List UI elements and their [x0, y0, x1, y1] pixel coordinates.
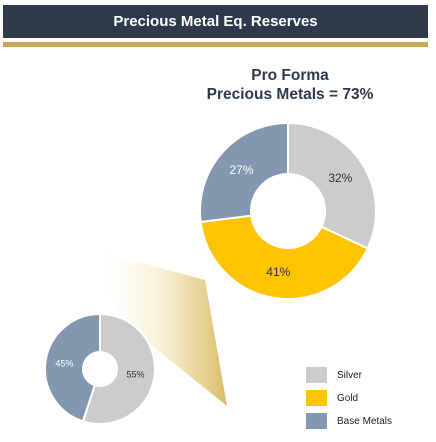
legend-label-base-metals: Base Metals: [337, 415, 393, 427]
gold-divider: [3, 42, 428, 47]
breakdown-donut: 55% 45%: [44, 312, 156, 425]
pro-forma-donut: 32% 41% 27%: [199, 121, 377, 300]
slice-gold: [199, 214, 369, 300]
legend-label-silver: Silver: [337, 369, 363, 381]
slice-base-metals: [44, 312, 101, 423]
value-label-base-metals: 45%: [55, 358, 73, 368]
value-label-silver: 32%: [328, 171, 352, 185]
chart-subtitle: Precious Metals = 73%: [206, 86, 374, 103]
legend-swatch-base-metals: [306, 413, 327, 429]
slice-base-metals: [199, 121, 289, 224]
legend-item-base-metals: Base Metals: [306, 412, 392, 430]
legend-item-gold: Gold: [306, 389, 392, 407]
chart-title: Pro Forma: [251, 67, 329, 84]
callout-wedge: [95, 250, 227, 406]
value-label-base-metals: 27%: [229, 163, 253, 177]
legend: Silver Gold Base Metals: [306, 366, 392, 435]
chart-title-block: Pro Forma Precious Metals = 73%: [185, 66, 395, 104]
legend-swatch-gold: [306, 390, 327, 406]
value-label-silver: 55%: [127, 370, 145, 380]
legend-label-gold: Gold: [337, 392, 359, 404]
value-label-gold: 41%: [266, 265, 290, 279]
legend-swatch-silver: [306, 367, 327, 383]
header-title: Precious Metal Eq. Reserves: [113, 13, 318, 30]
slice-silver: [81, 312, 156, 425]
slice-silver: [287, 121, 377, 250]
header-bar: Precious Metal Eq. Reserves: [3, 5, 428, 38]
legend-item-silver: Silver: [306, 366, 392, 384]
